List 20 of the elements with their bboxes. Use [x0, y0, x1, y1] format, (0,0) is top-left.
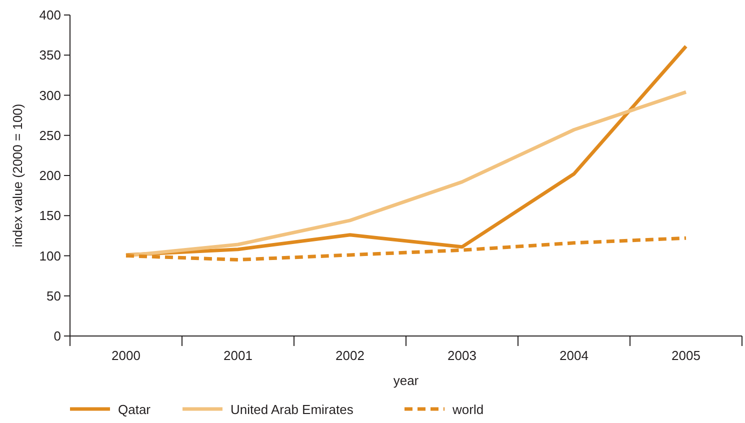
y-tick-label: 150 — [39, 208, 61, 224]
y-tick-label: 250 — [39, 128, 61, 143]
y-tick-label: 300 — [39, 88, 61, 103]
x-tick-label: 2000 — [112, 348, 140, 363]
y-axis-title: index value (2000 = 100) — [10, 104, 25, 248]
legend-label: United Arab Emirates — [230, 402, 354, 417]
y-tick-label: 350 — [39, 48, 61, 63]
x-tick-label: 2005 — [672, 348, 700, 363]
y-tick-label: 400 — [39, 8, 61, 22]
y-tick-label: 50 — [46, 288, 61, 304]
legend-label: Qatar — [118, 402, 152, 417]
x-axis-title: year — [393, 373, 420, 388]
y-tick-label: 0 — [54, 328, 61, 344]
x-tick-label: 2003 — [448, 348, 476, 363]
y-tick-label: 100 — [39, 248, 61, 264]
y-tick-label: 200 — [39, 168, 61, 183]
legend-label: world — [452, 402, 484, 417]
x-tick-label: 2004 — [560, 348, 588, 363]
x-tick-label: 2001 — [224, 348, 252, 363]
x-tick-label: 2002 — [336, 348, 364, 363]
